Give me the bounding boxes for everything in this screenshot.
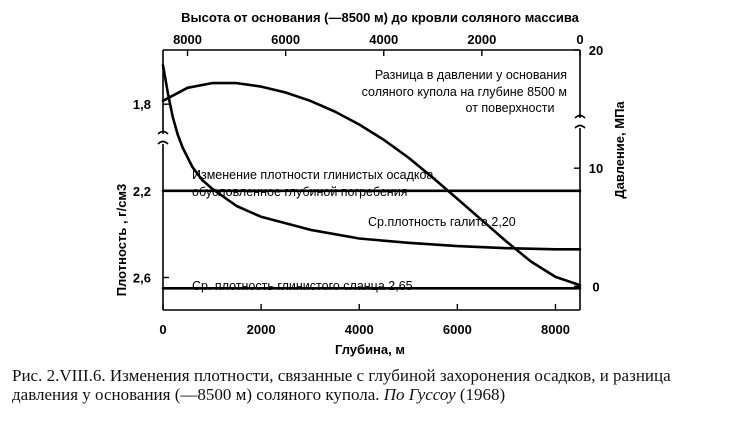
annotation-2: от поверхности bbox=[466, 101, 555, 115]
right-tick-label: 0 bbox=[592, 279, 599, 294]
left-axis-label: Плотность , г/см3 bbox=[114, 184, 129, 297]
figure-caption: Рис. 2.VIII.6. Изменения плотности, связ… bbox=[12, 366, 740, 404]
plot-frame bbox=[157, 49, 586, 311]
top-tick-label: 2000 bbox=[467, 32, 496, 47]
left-tick-label: 2,6 bbox=[133, 271, 151, 286]
series-line-1 bbox=[161, 63, 582, 251]
top-axis-label: Высота от основания (—8500 м) до кровли … bbox=[181, 10, 580, 25]
annotation-5: Ср.плотность галита 2,20 bbox=[368, 215, 516, 229]
annotation-6: Ср. плотность глинистого сланца 2,65 bbox=[192, 279, 413, 293]
x-tick-label: 0 bbox=[159, 322, 166, 337]
x-tick-label: 6000 bbox=[443, 322, 472, 337]
annotation-4: обусловленное глубиной погребения bbox=[192, 185, 407, 199]
caption-year: (1968) bbox=[459, 385, 506, 404]
caption-text: Рис. 2.VIII.6. Изменения плотности, связ… bbox=[12, 366, 671, 404]
labels: Разница в давлении у основания соляного к… bbox=[192, 68, 567, 293]
right-tick-label: 10 bbox=[589, 161, 603, 176]
left-tick-label: 1,8 bbox=[133, 97, 151, 112]
x-tick-label: 8000 bbox=[541, 322, 570, 337]
caption-source: По Гуссоу bbox=[383, 385, 456, 404]
series-line-0 bbox=[161, 81, 582, 287]
top-tick-label: 0 bbox=[576, 32, 583, 47]
axis-break-mark bbox=[574, 114, 586, 119]
axis-break-mark bbox=[157, 140, 169, 145]
x-tick-label: 2000 bbox=[247, 322, 276, 337]
x-axis-label: Глубина, м bbox=[335, 342, 405, 357]
annotation-0: Разница в давлении у основания bbox=[375, 68, 567, 82]
x-tick-label: 4000 bbox=[345, 322, 374, 337]
top-tick-label: 8000 bbox=[173, 32, 202, 47]
annotation-3: Изменение плотности глинистых осадкоа, bbox=[192, 168, 437, 182]
series-group bbox=[161, 63, 582, 290]
annotation-1: соляного купола на глубине 8500 м bbox=[362, 85, 567, 99]
right-axis-label: Давление, МПа bbox=[612, 101, 627, 199]
top-tick-label: 6000 bbox=[271, 32, 300, 47]
axis-break-mark bbox=[574, 124, 586, 129]
axis-break-mark bbox=[157, 130, 169, 135]
top-tick-label: 4000 bbox=[369, 32, 398, 47]
left-tick-label: 2,2 bbox=[133, 184, 151, 199]
right-tick-label: 20 bbox=[589, 43, 603, 58]
